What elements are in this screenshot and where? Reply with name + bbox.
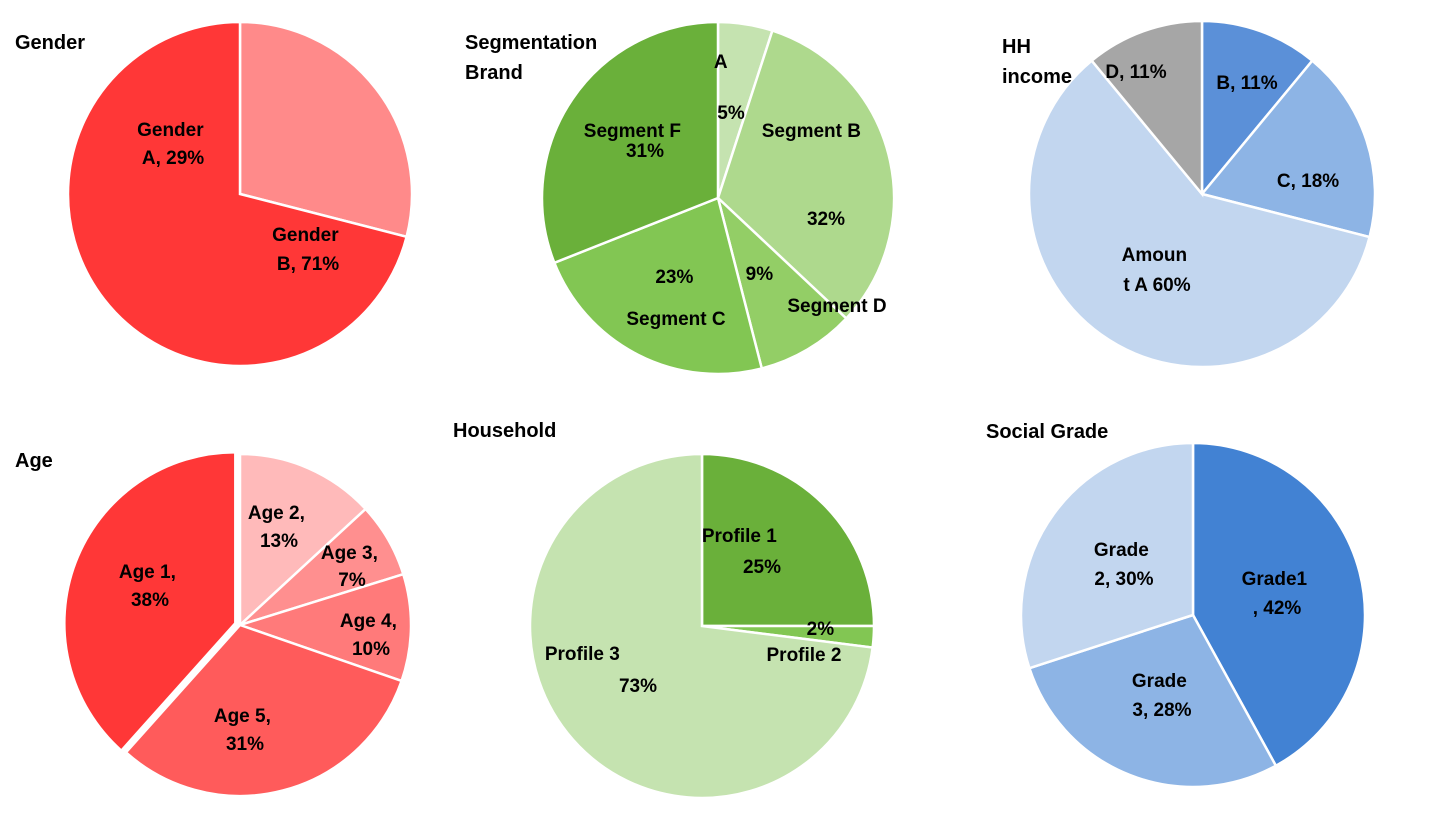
- pie-slice: [1027, 613, 1278, 789]
- slice-label: Segment F 31%: [584, 121, 686, 162]
- pie-slice: [540, 20, 720, 265]
- pie-slice: [1027, 58, 1372, 369]
- hh-income-pie-chart: HH income B, 11% C, 18% Amoun t A 60% D,…: [1002, 19, 1377, 369]
- slice-label: 23% Segment C: [626, 267, 726, 330]
- chart-title: Gender: [15, 32, 85, 54]
- chart-title: Age: [15, 450, 53, 472]
- household-pie-chart: Household Profile 1 25% 2% Profile 2 Pro…: [453, 420, 876, 800]
- chart-title: Household: [453, 420, 556, 442]
- social-grade-slices: [1019, 441, 1367, 789]
- pie-slice: [238, 20, 414, 239]
- slice-label: Age 1, 38%: [119, 562, 181, 611]
- slice-label: Segment B 32%: [762, 121, 867, 230]
- social-grade-pie-chart: Social Grade Grade1 , 42% Grade 3, 28% G…: [986, 421, 1367, 789]
- slice-label: D, 11%: [1105, 62, 1166, 83]
- slice-label: Gender B, 71%: [272, 225, 344, 275]
- slice-label: B, 11%: [1216, 73, 1277, 94]
- slice-label: Profile 3 73%: [545, 644, 657, 697]
- pie-slice: [700, 452, 876, 628]
- segmentation-brand-pie-chart: Segmentation Brand A 5% Segment B 32% 9%…: [465, 20, 896, 376]
- pie-slice: [1200, 19, 1315, 198]
- pie-slice: [66, 20, 409, 368]
- slice-label: Age 2, 13%: [248, 503, 310, 552]
- hh-income-slices: [1027, 19, 1377, 369]
- age-pie-chart: Age Age 2, 13% Age 3, 7% Age 4, 10% Age …: [15, 450, 413, 798]
- chart-title: HH income: [1002, 36, 1072, 88]
- pie-slice: [124, 623, 404, 798]
- pie-slice: [1191, 441, 1367, 768]
- pie-slice: [238, 452, 368, 628]
- pie-slice: [716, 29, 896, 321]
- pie-slice: [715, 194, 849, 370]
- slice-label: Age 3, 7%: [321, 543, 383, 591]
- pie-slice: [552, 196, 764, 376]
- slice-label: Grade1 , 42%: [1242, 569, 1313, 619]
- slice-label: Age 4, 10%: [340, 611, 402, 660]
- slice-label: Gender A, 29%: [137, 120, 209, 169]
- slice-label: Amoun t A 60%: [1122, 245, 1193, 296]
- household-slices: [528, 452, 876, 800]
- pie-slice: [1089, 19, 1204, 198]
- slice-label: Age 5, 31%: [214, 706, 276, 755]
- gender-pie-chart: Gender Gender A, 29% Gender B, 71%: [15, 20, 414, 368]
- slice-label: A 5%: [714, 52, 745, 124]
- slice-label: 9% Segment D: [746, 264, 887, 317]
- slice-label: Profile 1 25%: [702, 526, 782, 578]
- pie-slice: [235, 572, 413, 683]
- slice-label: C, 18%: [1277, 171, 1339, 192]
- chart-title: Social Grade: [986, 421, 1108, 443]
- pie-slice: [1199, 58, 1377, 239]
- gender-slices: [66, 20, 414, 368]
- slice-label: Grade 3, 28%: [1132, 671, 1192, 721]
- pie-slice: [528, 452, 875, 800]
- slice-label: 2% Profile 2: [767, 619, 842, 666]
- age-slices: [63, 450, 413, 798]
- segmentation-slices: [540, 20, 896, 376]
- pie-slice: [1019, 441, 1195, 670]
- pie-slice: [63, 450, 237, 753]
- slice-label: Grade 2, 30%: [1094, 540, 1154, 590]
- chart-title: Segmentation Brand: [465, 32, 603, 84]
